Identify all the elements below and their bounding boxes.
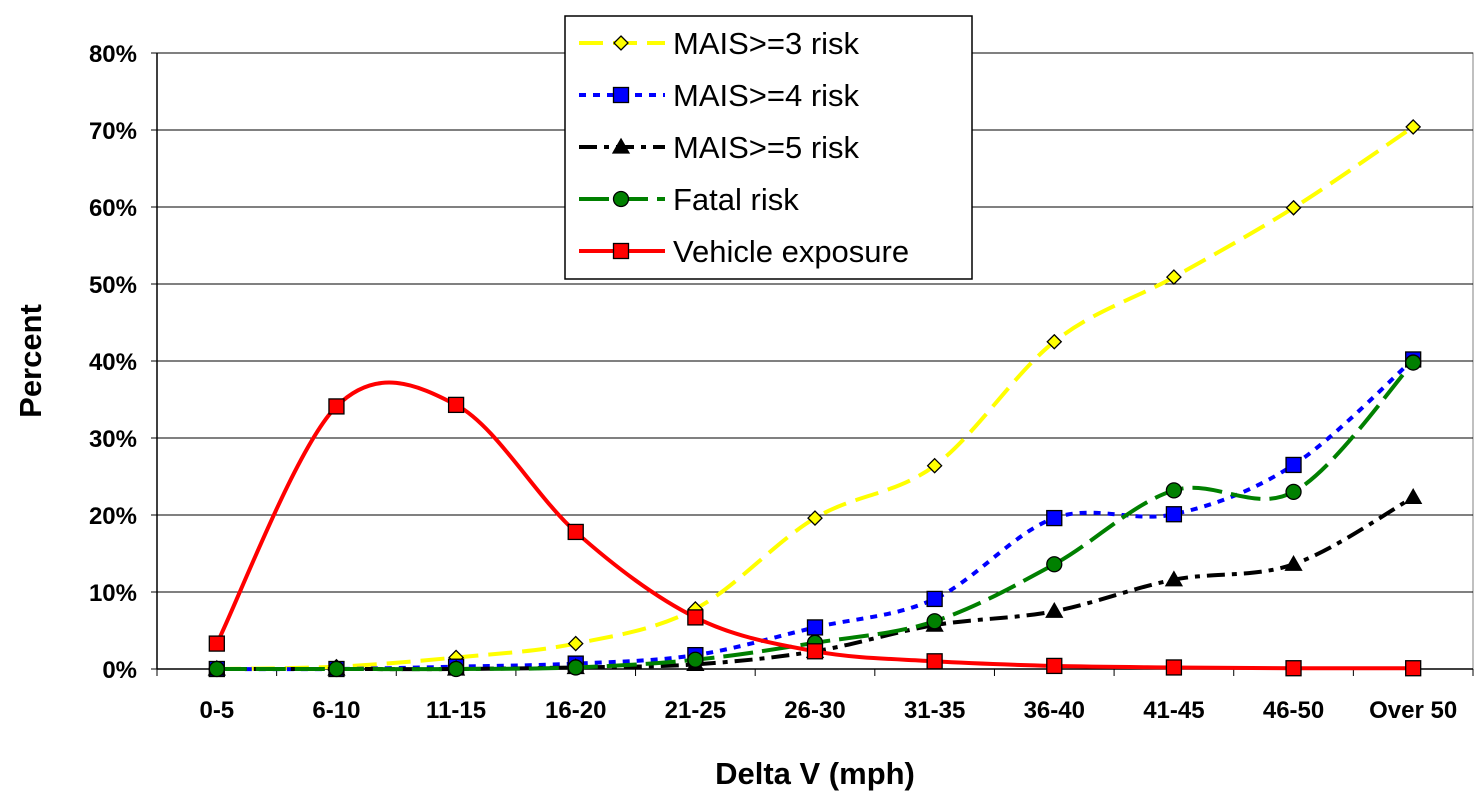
data-point-fatal-risk: [447, 660, 465, 678]
data-point-fatal-risk: [926, 613, 943, 630]
data-point-mais-4-risk: [806, 619, 824, 636]
legend-marker: [612, 242, 630, 260]
x-tick-label: 11-15: [426, 697, 486, 724]
series-line-mais-4-risk: [216, 357, 1415, 672]
data-point-fatal-risk: [687, 651, 704, 668]
legend-item-mais-3-risk: MAIS>=3 risk: [579, 26, 860, 61]
data-point-vehicle-exposure: [1285, 660, 1302, 677]
data-point-mais-3-risk: [926, 457, 943, 474]
data-point-mais-3-risk: [1165, 269, 1182, 285]
data-point-vehicle-exposure: [1165, 659, 1183, 676]
axes: 0% 10% 20% 30% 40% 50% 60% 70% 80% 0-5 6-10 11-15 16…: [89, 41, 1474, 724]
data-point-vehicle-exposure: [926, 653, 943, 670]
data-point-fatal-risk: [1165, 482, 1183, 499]
data-point-vehicle-exposure: [1405, 660, 1422, 677]
x-tick-label: 31-35: [904, 697, 965, 724]
legend-marker: [612, 190, 630, 208]
y-tick-label: 40%: [89, 349, 137, 376]
y-tick-label: 0%: [102, 657, 137, 684]
series-vehicle-exposure: [208, 380, 1422, 677]
legend-marker: [611, 137, 631, 154]
x-tick-label: 0-5: [199, 697, 234, 724]
series-line-vehicle-exposure: [215, 380, 1414, 671]
series-layer: [207, 119, 1423, 678]
data-point-fatal-risk: [1285, 483, 1302, 501]
data-point-mais-4-risk: [1165, 506, 1183, 523]
data-point-mais-5-risk: [1284, 554, 1303, 571]
data-point-fatal-risk: [1046, 556, 1063, 573]
data-point-vehicle-exposure: [687, 609, 704, 626]
legend-label: Fatal risk: [673, 182, 799, 217]
y-tick-label: 10%: [89, 580, 137, 607]
legend-marker: [613, 35, 629, 51]
data-point-mais-5-risk: [1404, 487, 1423, 504]
x-tick-label: 36-40: [1024, 697, 1085, 724]
data-point-mais-3-risk: [1046, 333, 1063, 350]
y-tick-label: 80%: [89, 41, 137, 68]
series-line-mais-3-risk: [216, 125, 1415, 671]
x-tick-label: 21-25: [665, 697, 726, 724]
data-point-fatal-risk: [1405, 354, 1422, 371]
data-point-vehicle-exposure: [1046, 657, 1063, 675]
y-tick-label: 60%: [89, 195, 137, 222]
legend-label: MAIS>=3 risk: [673, 26, 860, 61]
legend-item-mais-5-risk: MAIS>=5 risk: [579, 130, 860, 165]
legend-item-vehicle-exposure: Vehicle exposure: [579, 234, 909, 269]
legend-label: MAIS>=5 risk: [673, 130, 860, 165]
data-point-vehicle-exposure: [208, 635, 225, 652]
data-point-fatal-risk: [208, 660, 225, 678]
legend-item-fatal-risk: Fatal risk: [579, 182, 799, 217]
data-point-mais-4-risk: [926, 590, 943, 608]
legend-marker: [612, 86, 630, 104]
data-point-mais-5-risk: [1164, 570, 1184, 587]
data-point-mais-4-risk: [1285, 456, 1302, 474]
data-point-vehicle-exposure: [567, 523, 584, 541]
data-point-mais-3-risk: [1285, 199, 1302, 216]
legend-label: Vehicle exposure: [673, 234, 909, 269]
x-tick-label: 41-45: [1143, 697, 1204, 724]
legend: MAIS>=3 risk MAIS>=4 risk MAIS>=5 risk Fata…: [564, 15, 973, 280]
y-axis-title: Percent: [13, 304, 48, 418]
x-tick-label: Over 50: [1369, 697, 1457, 724]
data-point-mais-4-risk: [1046, 509, 1063, 527]
series-fatal-risk: [208, 354, 1422, 678]
x-tick-label: 16-20: [545, 697, 606, 724]
data-point-fatal-risk: [567, 659, 584, 676]
data-point-mais-3-risk: [1405, 119, 1422, 135]
data-point-fatal-risk: [328, 660, 345, 678]
data-point-mais-3-risk: [567, 635, 584, 652]
data-point-vehicle-exposure: [328, 398, 345, 415]
data-point-mais-3-risk: [807, 510, 823, 526]
legend-label: MAIS>=4 risk: [673, 78, 860, 113]
y-tick-label: 20%: [89, 503, 137, 530]
x-tick-label: 6-10: [312, 697, 360, 724]
legend-item-mais-4-risk: MAIS>=4 risk: [579, 78, 860, 113]
data-point-vehicle-exposure: [806, 643, 824, 660]
y-tick-label: 50%: [89, 272, 137, 299]
data-point-mais-5-risk: [1045, 601, 1064, 618]
y-tick-label: 70%: [89, 118, 137, 145]
y-tick-label: 30%: [89, 426, 137, 453]
data-point-vehicle-exposure: [447, 396, 465, 414]
x-tick-label: 26-30: [784, 697, 845, 724]
x-tick-label: 46-50: [1263, 697, 1324, 724]
series-line-fatal-risk: [216, 361, 1415, 672]
x-axis-title: Delta V (mph): [715, 756, 915, 791]
